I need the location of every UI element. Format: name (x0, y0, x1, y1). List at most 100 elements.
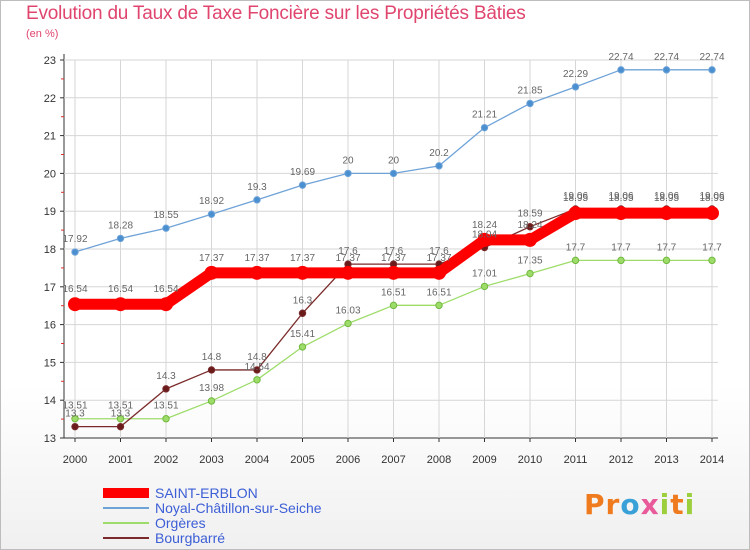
x-tick-label: 2006 (336, 454, 360, 466)
data-label: 16.54 (153, 284, 178, 295)
data-point (116, 415, 125, 423)
data-point (614, 206, 628, 221)
data-label: 22.29 (563, 69, 588, 80)
x-tick-label: 2003 (199, 454, 223, 466)
y-tick-label: 23 (44, 55, 56, 67)
data-point (68, 297, 82, 312)
data-point (386, 265, 401, 280)
x-tick-label: 2004 (245, 454, 269, 466)
data-point (708, 256, 716, 265)
logo-letter: i (684, 488, 696, 521)
y-tick-label: 15 (44, 357, 56, 369)
data-point (298, 343, 307, 351)
data-label: 19.06 (563, 191, 588, 202)
data-point (116, 422, 125, 431)
y-tick-label: 21 (44, 131, 56, 143)
data-point (480, 282, 489, 291)
data-label: 18.24 (472, 220, 497, 231)
data-point (250, 265, 264, 280)
data-point (571, 83, 580, 91)
data-point (298, 309, 307, 317)
data-label: 17.6 (384, 246, 404, 257)
data-point (526, 99, 534, 108)
data-label: 14.8 (202, 352, 222, 363)
data-label: 21.21 (472, 110, 497, 121)
data-label: 18.95 (654, 193, 679, 204)
data-label: 19.69 (290, 167, 315, 178)
data-label: 17.37 (426, 253, 451, 264)
data-point (162, 385, 170, 393)
data-label: 13.51 (153, 401, 178, 412)
data-point (71, 415, 79, 423)
data-point (207, 397, 216, 405)
data-point (662, 256, 671, 265)
y-tick-label: 17 (44, 282, 56, 294)
data-point (295, 265, 310, 280)
x-tick-label: 2005 (290, 454, 314, 466)
data-point (523, 232, 537, 247)
data-point (705, 206, 719, 221)
data-point (662, 66, 671, 74)
data-label: 17.37 (290, 253, 315, 264)
data-label: 17.37 (381, 253, 406, 264)
data-label: 22.74 (699, 52, 724, 63)
legend-label: Orgères (155, 515, 206, 531)
legend-label: SAINT-ERBLON (155, 485, 258, 501)
series-2 (71, 256, 716, 423)
series-1 (71, 66, 716, 256)
data-point (204, 265, 219, 280)
x-tick-label: 2012 (609, 454, 633, 466)
data-point (71, 248, 79, 256)
data-point (708, 66, 716, 74)
data-label: 14.54 (244, 362, 269, 373)
y-tick-label: 18 (44, 244, 56, 256)
data-point (344, 319, 352, 328)
data-point (253, 376, 261, 384)
logo-letter: o (620, 488, 641, 521)
data-point (113, 297, 128, 312)
data-label: 18.95 (563, 193, 588, 204)
data-label: 20 (388, 155, 400, 166)
data-label: 18.04 (472, 229, 497, 240)
y-tick-label: 13 (44, 433, 56, 445)
data-label: 16.51 (381, 287, 406, 298)
data-point (162, 224, 170, 232)
x-tick-label: 2009 (472, 454, 496, 466)
data-label: 13.3 (65, 409, 85, 420)
x-tick-label: 2001 (108, 454, 132, 466)
data-point (71, 422, 79, 431)
data-label: 13.51 (108, 401, 133, 412)
data-label: 18.24 (517, 220, 542, 231)
data-point (344, 169, 352, 178)
data-label: 19.3 (247, 182, 267, 193)
data-point (298, 181, 307, 189)
data-label: 17.7 (611, 242, 631, 253)
data-point (341, 265, 355, 280)
data-point (389, 301, 398, 310)
legend-swatch (103, 488, 149, 498)
data-point (116, 234, 125, 243)
data-point (435, 301, 443, 310)
data-label: 17.7 (702, 242, 722, 253)
data-label: 20 (342, 155, 354, 166)
data-label: 22.74 (608, 52, 633, 63)
y-tick-label: 16 (44, 320, 56, 332)
x-tick-label: 2000 (63, 454, 87, 466)
data-label: 22.74 (654, 52, 679, 63)
data-label: 13.98 (199, 383, 224, 394)
y-tick-label: 20 (44, 168, 56, 180)
data-label: 15.41 (290, 329, 315, 340)
data-label: 18.92 (199, 196, 224, 207)
data-point (477, 232, 492, 247)
data-label: 16.54 (108, 284, 133, 295)
data-label: 13.3 (111, 409, 131, 420)
data-point (159, 297, 173, 312)
x-tick-label: 2011 (564, 454, 588, 466)
data-label: 16.03 (335, 305, 360, 316)
data-label: 17.37 (335, 253, 360, 264)
data-label: 16.54 (62, 284, 87, 295)
logo-letter: i (659, 488, 671, 521)
data-label: 18.95 (699, 193, 724, 204)
logo-letter: r (605, 488, 621, 521)
